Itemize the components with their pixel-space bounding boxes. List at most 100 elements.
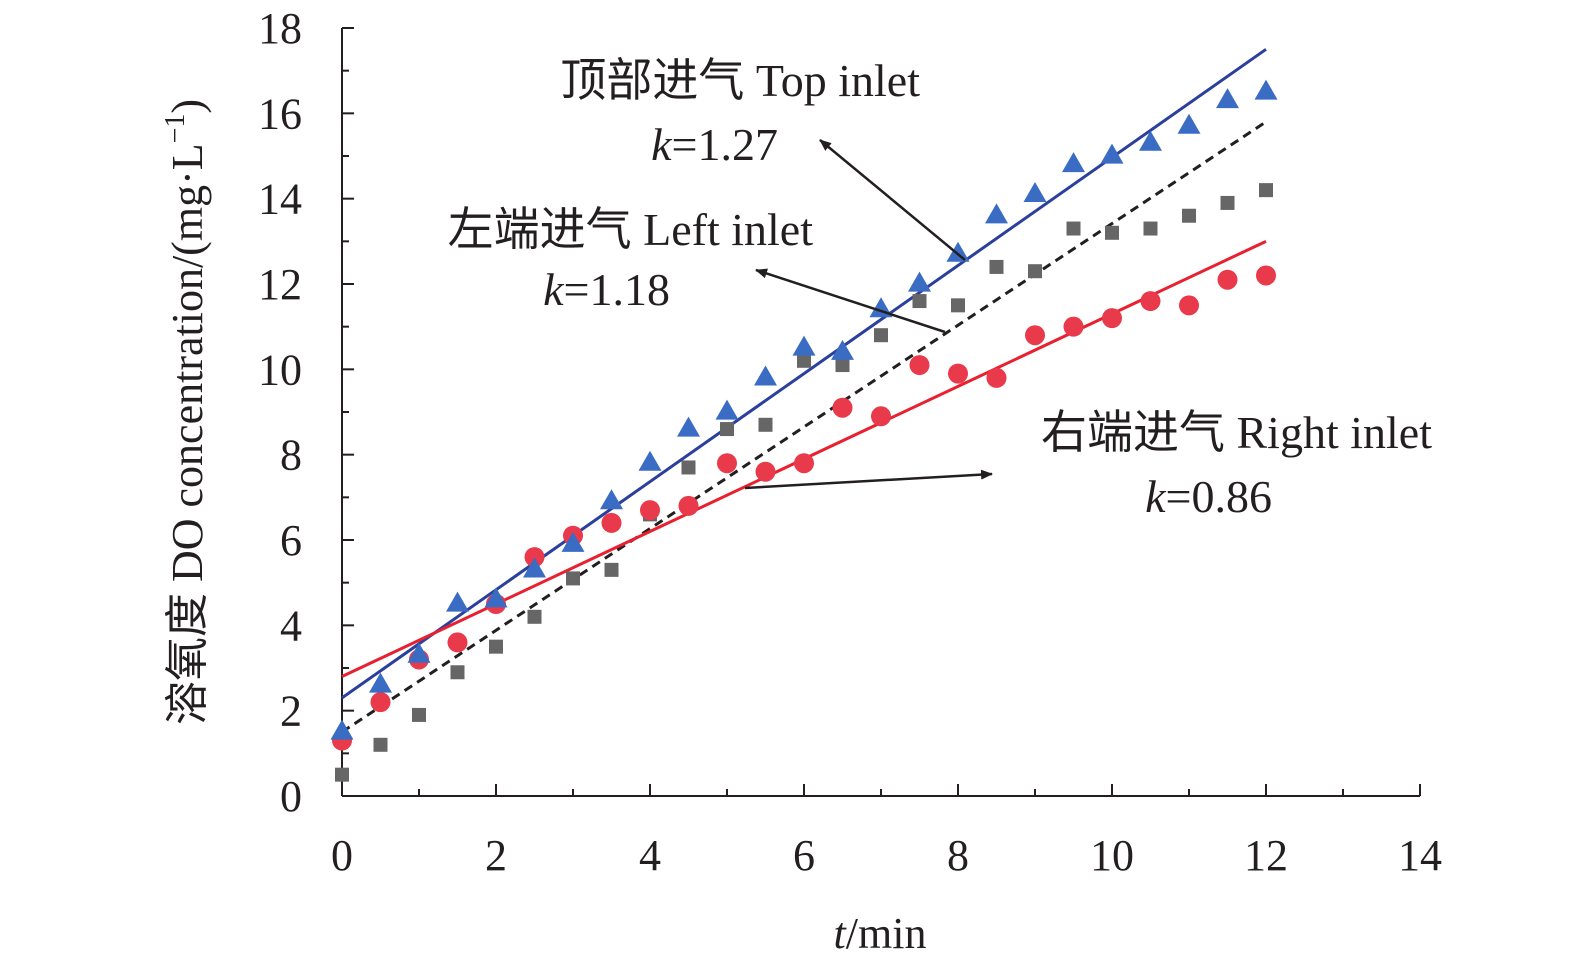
- right-inlet-point: [1063, 316, 1084, 337]
- left-inlet-point: [412, 707, 426, 722]
- right-inlet-point: [1256, 265, 1276, 286]
- right-inlet-point: [832, 397, 853, 418]
- left-inlet-point: [1028, 264, 1042, 279]
- x-axis-title-symbol: t: [834, 909, 848, 958]
- y-tick-label: 18: [258, 4, 302, 53]
- left-inlet-point: [835, 358, 850, 373]
- left-inlet-k-value: =1.18: [564, 264, 670, 315]
- x-tick-label: 8: [947, 831, 969, 880]
- top-inlet-point: [677, 416, 700, 437]
- left-inlet-point: [1143, 221, 1158, 236]
- top-inlet-fit-line: [341, 48, 1267, 700]
- x-tick-label: 12: [1244, 831, 1288, 880]
- left-inlet-point: [566, 571, 580, 586]
- right-inlet-point: [986, 367, 1007, 388]
- left-inlet-point: [1259, 183, 1273, 198]
- x-tick-label: 6: [793, 831, 815, 880]
- y-tick-label: 14: [258, 175, 302, 224]
- top-inlet-point: [985, 203, 1008, 224]
- top-inlet-k-symbol: k: [651, 119, 673, 170]
- left-inlet-point: [1066, 221, 1081, 236]
- y-tick-label: 16: [258, 89, 302, 138]
- x-axis-title: t/min: [834, 909, 927, 958]
- right-inlet-point: [871, 406, 891, 427]
- top-inlet-point: [523, 557, 546, 578]
- y-tick-label: 8: [280, 431, 302, 480]
- right-inlet-k: k=0.86: [1145, 471, 1272, 522]
- top-inlet-point: [754, 365, 777, 386]
- data-points: [330, 79, 1278, 782]
- x-tick-label: 10: [1090, 831, 1134, 880]
- left-inlet-k-symbol: k: [543, 264, 565, 315]
- right-inlet-point: [755, 461, 776, 482]
- top-inlet-point: [1100, 143, 1124, 164]
- y-axis-title-superscript: −1: [160, 114, 191, 144]
- y-tick-label: 10: [258, 345, 302, 394]
- top-inlet-point: [1139, 130, 1162, 151]
- right-inlet-point: [370, 692, 391, 713]
- top-inlet-point: [407, 642, 431, 663]
- top-inlet-point: [715, 399, 739, 420]
- left-inlet-point: [989, 259, 1004, 274]
- left-inlet-point: [1105, 225, 1119, 240]
- right-inlet-arrow: [744, 469, 993, 490]
- left-inlet-point: [373, 737, 388, 752]
- left-inlet-fit-line: [341, 120, 1267, 734]
- left-inlet-point: [1220, 195, 1235, 210]
- top-inlet-k: k=1.27: [651, 119, 778, 170]
- top-inlet-point: [446, 591, 469, 612]
- right-inlet-point: [1102, 308, 1122, 329]
- right-inlet-point: [640, 500, 660, 521]
- top-inlet-point: [484, 587, 508, 608]
- top-inlet-k-value: =1.27: [672, 119, 778, 170]
- top-inlet-point: [369, 672, 392, 693]
- right-inlet-point: [1140, 291, 1161, 312]
- y-tick-label: 2: [280, 687, 302, 736]
- left-inlet-point: [912, 294, 927, 309]
- top-inlet-point: [600, 489, 623, 510]
- x-tick-label: 4: [639, 831, 661, 880]
- y-axis-title-close: ): [163, 99, 212, 114]
- fit-lines: [341, 48, 1267, 734]
- x-axis-title-unit: /min: [846, 909, 927, 958]
- right-inlet-label: 右端进气 Right inlet: [1041, 407, 1432, 458]
- right-inlet-point: [948, 363, 968, 384]
- x-tick-label: 14: [1398, 831, 1442, 880]
- left-inlet-point: [604, 562, 619, 577]
- left-inlet-point: [874, 328, 888, 343]
- top-inlet-point: [946, 241, 970, 262]
- left-inlet-point: [797, 353, 811, 368]
- top-inlet-point: [330, 719, 354, 740]
- y-axis-title: 溶氧度 DO concentration/(mg·L−1): [160, 99, 212, 725]
- top-inlet-point: [1062, 152, 1085, 173]
- y-tick-label: 0: [280, 772, 302, 821]
- y-axis-title-main: 溶氧度 DO concentration/(mg·L: [163, 143, 212, 725]
- left-inlet-point: [758, 417, 773, 432]
- top-inlet-arrow: [819, 139, 966, 261]
- top-inlet-point: [831, 339, 854, 360]
- left-inlet-point: [489, 639, 503, 654]
- right-inlet-k-value: =0.86: [1166, 471, 1272, 522]
- top-inlet-point: [1216, 88, 1239, 109]
- left-inlet-point: [450, 665, 465, 680]
- right-inlet-point: [909, 355, 930, 376]
- right-inlet-point: [1025, 325, 1045, 346]
- top-inlet-point: [1254, 79, 1278, 100]
- y-tick-label: 6: [280, 516, 302, 565]
- top-inlet-point: [792, 335, 816, 356]
- right-inlet-point: [794, 453, 814, 474]
- y-tick-label: 12: [258, 260, 302, 309]
- y-tick-label: 4: [280, 601, 302, 650]
- left-inlet-k: k=1.18: [543, 264, 670, 315]
- right-inlet-point: [1217, 269, 1238, 290]
- right-inlet-k-symbol: k: [1145, 471, 1167, 522]
- left-inlet-point: [681, 460, 696, 475]
- top-inlet-point: [561, 531, 585, 552]
- x-tick-label: 2: [485, 831, 507, 880]
- left-inlet-point: [720, 422, 734, 437]
- top-inlet-point: [1177, 113, 1201, 134]
- right-inlet-point: [447, 632, 468, 653]
- top-inlet-point: [1023, 182, 1047, 202]
- top-inlet-point: [908, 271, 931, 292]
